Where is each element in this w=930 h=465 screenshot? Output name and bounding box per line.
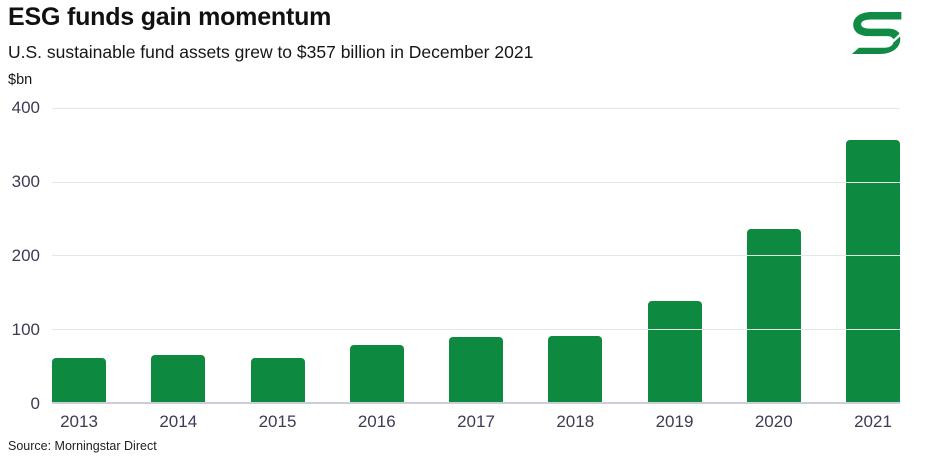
x-tick-label-2016: 2016 xyxy=(357,412,396,431)
plot-area xyxy=(52,108,900,404)
y-axis: 400 300 200 100 0 xyxy=(0,98,42,413)
y-tick-label-100: 100 xyxy=(11,320,40,339)
bar-2014 xyxy=(151,354,206,402)
gridline-100 xyxy=(52,328,900,330)
bar-2021 xyxy=(846,139,900,402)
x-tick-label-2014: 2014 xyxy=(159,412,198,431)
y-tick-label-300: 300 xyxy=(11,172,40,191)
gridline-300 xyxy=(52,181,900,183)
x-tick-label-2020: 2020 xyxy=(754,412,793,431)
bar-2013 xyxy=(52,357,106,402)
bar-2018 xyxy=(548,335,603,402)
gridline-200 xyxy=(52,255,900,256)
bar-2015 xyxy=(250,357,305,402)
x-tick-label-2018: 2018 xyxy=(556,412,595,431)
chart-subtitle: U.S. sustainable fund assets grew to $35… xyxy=(8,42,534,62)
x-tick-label-2015: 2015 xyxy=(258,412,297,431)
brand-logo-s-icon xyxy=(851,12,902,54)
y-tick-label-400: 400 xyxy=(11,98,40,117)
y-tick-label-0: 0 xyxy=(30,394,40,413)
source-note: Source: Morningstar Direct xyxy=(8,439,157,453)
bars-container xyxy=(52,108,900,402)
gridline-400 xyxy=(52,108,900,109)
x-tick-label-2017: 2017 xyxy=(457,412,495,431)
x-axis: 2013 2014 2015 2016 2017 2018 2019 2020 2021 xyxy=(52,412,900,432)
x-tick-label-2013: 2013 xyxy=(60,412,98,431)
y-tick-label-200: 200 xyxy=(11,246,40,265)
bar-2016 xyxy=(349,345,404,402)
x-tick-label-2021: 2021 xyxy=(854,412,892,431)
page-title: ESG funds gain momentum xyxy=(8,3,332,31)
x-tick-label-2019: 2019 xyxy=(655,412,694,431)
bar-2017 xyxy=(449,336,503,402)
y-axis-unit-label: $bn xyxy=(8,72,33,88)
bar-2020 xyxy=(746,228,801,402)
bar-2019 xyxy=(647,301,702,402)
